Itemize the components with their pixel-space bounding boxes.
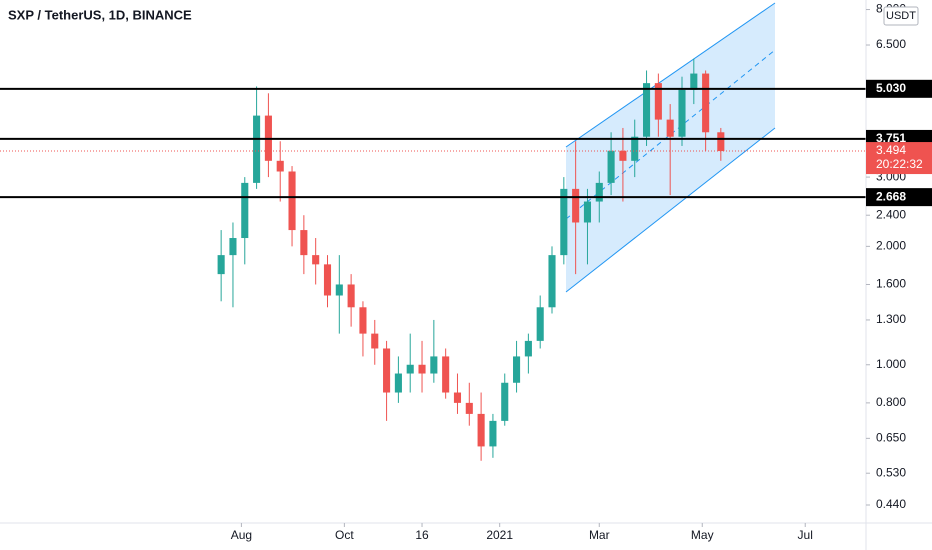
candle-body (418, 364, 426, 374)
y-tick-label: 0.440 (876, 497, 906, 511)
countdown: 20:22:32 (876, 157, 923, 171)
candle-body (572, 188, 580, 223)
last-price-badge (866, 142, 932, 175)
x-tick-label: 16 (415, 528, 429, 542)
candle-body (524, 340, 532, 357)
candle-body (394, 373, 402, 393)
chart-title: SXP / TetherUS, 1D, BINANCE (8, 7, 192, 22)
candle-body (717, 132, 725, 152)
x-tick-label: 2021 (486, 528, 513, 542)
y-tick-label: 2.000 (876, 239, 906, 253)
level-badge (866, 79, 932, 98)
candle-body (371, 333, 379, 349)
candle-body (442, 356, 450, 393)
y-tick-label: 1.300 (876, 312, 906, 326)
y-tick-label: 1.600 (876, 277, 906, 291)
candle-body (666, 119, 674, 137)
x-tick-label: Oct (335, 528, 354, 542)
candle-body (229, 238, 237, 256)
candle-body (631, 136, 639, 161)
candle-body (465, 402, 473, 414)
channel-bottom (565, 127, 776, 293)
currency[interactable]: USDT (886, 10, 916, 22)
candle-body (217, 255, 225, 275)
candle-body (241, 182, 249, 239)
y-tick-label: 6.500 (876, 37, 906, 51)
y-tick-label: 0.800 (876, 395, 906, 409)
y-tick-label: 1.000 (876, 357, 906, 371)
y-tick-label: 2.400 (876, 207, 906, 221)
candle-body (501, 382, 509, 421)
last-price-label: 3.494 (876, 143, 906, 157)
candle-body (253, 115, 261, 183)
candle-body (536, 307, 544, 341)
candle-body (678, 89, 686, 137)
candle-body (702, 73, 710, 133)
level-badge (866, 188, 932, 207)
level-label: 3.751 (876, 131, 906, 145)
level-label: 5.030 (876, 81, 906, 95)
candle-body (288, 171, 296, 231)
candle-body (595, 182, 603, 202)
level-label: 2.668 (876, 189, 906, 203)
x-tick-label: May (691, 528, 714, 542)
candle-body (323, 264, 332, 296)
x-tick-label: Mar (589, 528, 610, 542)
candle-body (276, 160, 284, 172)
candle-body (607, 150, 615, 183)
candle-body (548, 255, 556, 308)
candle-body (643, 83, 651, 137)
candle-body (477, 413, 485, 447)
candle-body (347, 284, 355, 308)
candle-body (430, 356, 438, 374)
candle-body (489, 420, 497, 447)
candle-body (619, 150, 627, 161)
y-tick-label: 0.650 (876, 431, 906, 445)
y-tick-label: 0.530 (876, 465, 906, 479)
candle-body (560, 188, 568, 256)
candle-body (312, 255, 320, 265)
candle-body (690, 73, 698, 90)
candle-body (335, 284, 343, 296)
candle-body (453, 392, 462, 403)
currency-box[interactable] (883, 6, 919, 26)
candle-body (583, 201, 592, 223)
x-tick-label: Aug (231, 528, 252, 542)
candle-body (300, 230, 308, 256)
candle-body (513, 356, 521, 383)
candle-body (359, 307, 367, 334)
candle-body (406, 364, 414, 374)
candle-body (654, 83, 662, 120)
x-tick-label: Jul (798, 528, 813, 542)
candle-body (383, 348, 391, 393)
channel-top (565, 2, 776, 148)
